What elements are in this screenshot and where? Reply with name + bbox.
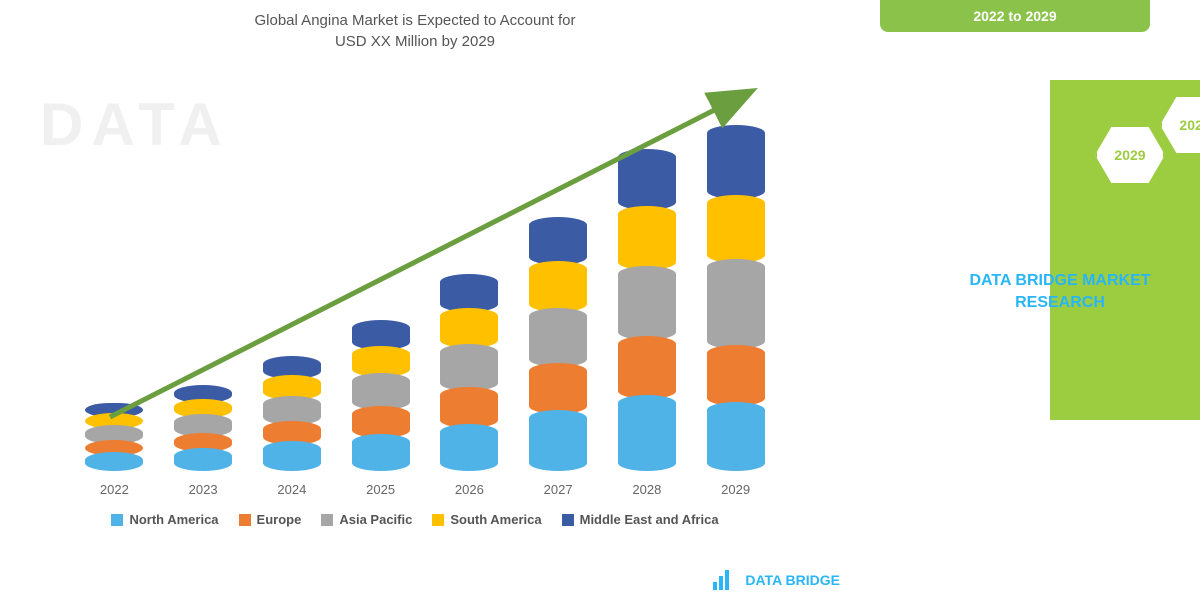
segment-north-america	[85, 452, 143, 471]
chart-title: Global Angina Market is Expected to Acco…	[0, 0, 830, 57]
legend-item-north-america: North America	[111, 512, 218, 527]
legend-label: Asia Pacific	[339, 512, 412, 527]
segment-north-america	[352, 434, 410, 471]
x-axis-labels: 2022 2023 2024 2025 2026 2027 2028 2029	[70, 482, 780, 497]
segment-south-america	[707, 195, 765, 264]
legend-label: North America	[129, 512, 218, 527]
segment-middle-east-and-africa	[707, 125, 765, 199]
segment-north-america	[263, 441, 321, 471]
segment-europe	[618, 336, 676, 399]
bar-2029	[707, 125, 765, 467]
legend-swatch	[321, 514, 333, 526]
segment-middle-east-and-africa	[440, 274, 498, 312]
brand-line-2: RESEARCH	[1015, 294, 1105, 311]
bar-2028	[618, 149, 676, 467]
segment-asia-pacific	[352, 373, 410, 410]
segment-north-america	[707, 402, 765, 471]
x-label-2029: 2029	[707, 482, 765, 497]
x-label-2024: 2024	[263, 482, 321, 497]
title-line-2: USD XX Million by 2029	[335, 33, 495, 50]
segment-europe	[440, 387, 498, 427]
segment-south-america	[618, 206, 676, 269]
segment-south-america	[440, 308, 498, 348]
segment-north-america	[174, 448, 232, 471]
legend-swatch	[432, 514, 444, 526]
segment-asia-pacific	[529, 308, 587, 367]
x-label-2028: 2028	[618, 482, 676, 497]
segment-middle-east-and-africa	[529, 217, 587, 266]
title-line-1: Global Angina Market is Expected to Acco…	[254, 12, 575, 29]
legend-label: South America	[450, 512, 541, 527]
x-label-2023: 2023	[174, 482, 232, 497]
segment-asia-pacific	[707, 259, 765, 349]
x-label-2027: 2027	[529, 482, 587, 497]
segment-south-america	[529, 261, 587, 312]
legend: North America Europe Asia Pacific South Ame…	[0, 497, 830, 542]
year-range-banner: 2022 to 2029	[880, 0, 1150, 32]
x-label-2025: 2025	[352, 482, 410, 497]
segment-europe	[529, 363, 587, 414]
chart-area: Global Angina Market is Expected to Acco…	[0, 0, 830, 600]
legend-item-asia-pacific: Asia Pacific	[321, 512, 412, 527]
footer-logo: DATA BRIDGE	[713, 570, 840, 590]
brand-line-1: DATA BRIDGE MARKET	[969, 272, 1150, 289]
right-panel: 2022 to 2029 2029 2022 DATA BRIDGE MARKE…	[830, 0, 1200, 600]
brand-text: DATA BRIDGE MARKET RESEARCH	[960, 270, 1160, 315]
legend-item-middle-east-and-africa: Middle East and Africa	[562, 512, 719, 527]
legend-item-south-america: South America	[432, 512, 541, 527]
bars-group	[70, 87, 780, 467]
segment-europe	[707, 345, 765, 406]
logo-bars-icon	[713, 570, 737, 590]
x-label-2026: 2026	[440, 482, 498, 497]
bar-2025	[352, 320, 410, 467]
segment-north-america	[440, 424, 498, 472]
segment-asia-pacific	[618, 266, 676, 340]
legend-swatch	[239, 514, 251, 526]
segment-north-america	[618, 395, 676, 471]
x-label-2022: 2022	[85, 482, 143, 497]
bar-2027	[529, 217, 587, 467]
legend-label: Middle East and Africa	[580, 512, 719, 527]
legend-swatch	[562, 514, 574, 526]
chart-container: 2022 2023 2024 2025 2026 2027 2028 2029	[50, 67, 800, 497]
bar-2026	[440, 274, 498, 467]
bar-2023	[174, 385, 232, 467]
segment-north-america	[529, 410, 587, 471]
legend-item-europe: Europe	[239, 512, 302, 527]
legend-swatch	[111, 514, 123, 526]
segment-middle-east-and-africa	[618, 149, 676, 210]
footer-brand-text: DATA BRIDGE	[745, 572, 840, 588]
legend-label: Europe	[257, 512, 302, 527]
segment-asia-pacific	[440, 344, 498, 392]
bar-2022	[85, 403, 143, 467]
bar-2024	[263, 356, 321, 467]
